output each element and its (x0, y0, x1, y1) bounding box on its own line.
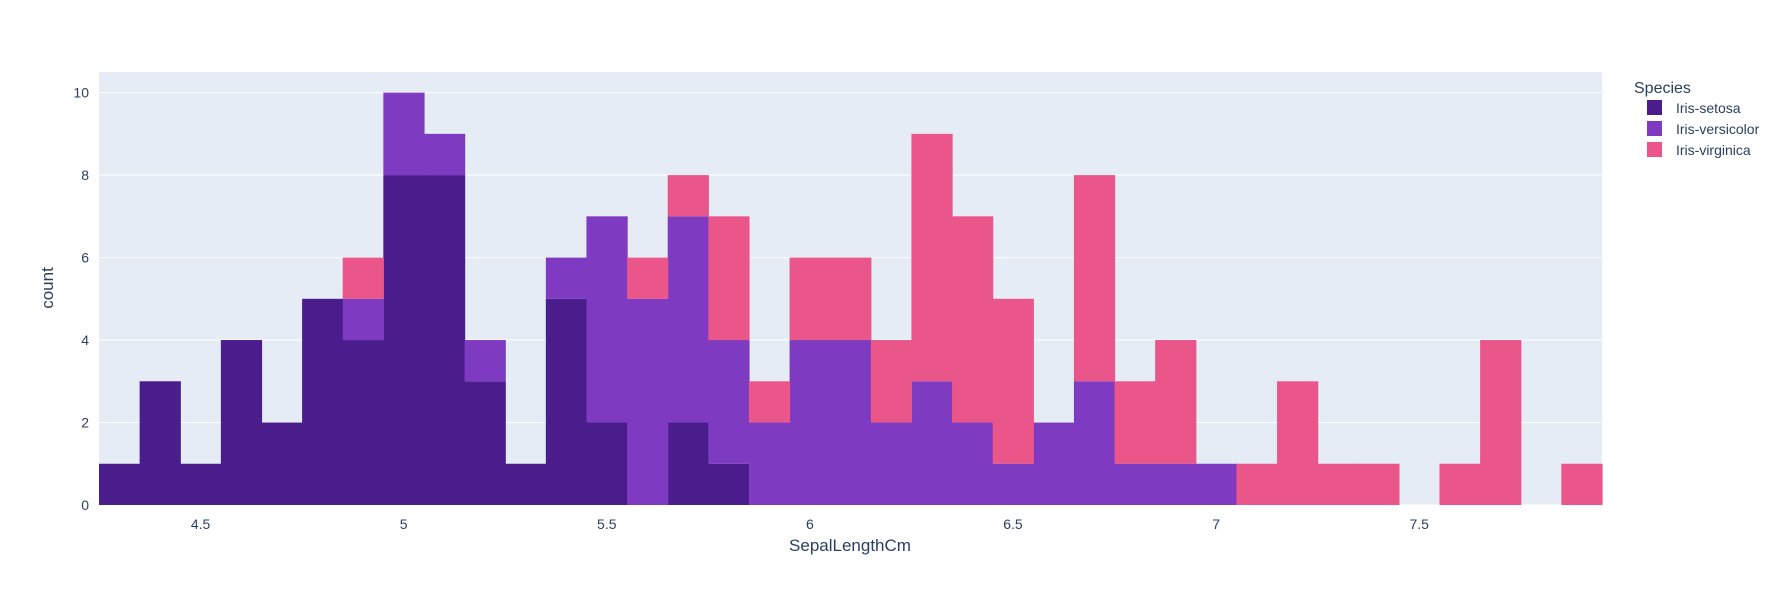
y-tick-label: 8 (81, 167, 89, 183)
bar[interactable] (1114, 463, 1156, 505)
bar[interactable] (383, 175, 425, 505)
bar[interactable] (1195, 463, 1238, 505)
bar[interactable] (992, 298, 1034, 464)
legend: Species Iris-setosa Iris-versicolor Iris-v… (1634, 80, 1760, 158)
bar[interactable] (180, 463, 222, 505)
x-tick-label: 7.5 (1409, 516, 1429, 532)
y-axis-ticks: 0 2 4 6 8 10 (73, 85, 89, 513)
bar[interactable] (870, 422, 913, 505)
bar[interactable] (1236, 463, 1278, 505)
bars-group (99, 92, 1603, 505)
legend-swatch[interactable] (1647, 121, 1662, 136)
bar[interactable] (1073, 381, 1116, 505)
bar[interactable] (870, 340, 913, 423)
bar[interactable] (342, 340, 384, 505)
bar[interactable] (1114, 381, 1156, 464)
x-tick-label: 5.5 (597, 516, 617, 532)
y-tick-label: 0 (81, 497, 89, 513)
x-tick-label: 7 (1212, 516, 1220, 532)
legend-swatch[interactable] (1647, 142, 1662, 157)
bar[interactable] (1155, 340, 1197, 464)
x-axis-title: SepalLengthCm (789, 536, 911, 555)
legend-item-label[interactable]: Iris-setosa (1676, 100, 1741, 116)
legend-item-label[interactable]: Iris-virginica (1676, 142, 1751, 158)
bar[interactable] (1439, 463, 1481, 505)
bar[interactable] (911, 381, 953, 505)
bar[interactable] (586, 216, 628, 423)
bar[interactable] (423, 175, 466, 505)
bar[interactable] (627, 298, 669, 505)
legend-item-label[interactable]: Iris-versicolor (1676, 121, 1760, 137)
bar[interactable] (748, 422, 791, 505)
bar[interactable] (586, 422, 628, 505)
bar[interactable] (302, 298, 344, 505)
x-tick-label: 4.5 (191, 516, 211, 532)
bar[interactable] (1480, 340, 1522, 505)
bar[interactable] (627, 257, 669, 299)
bar[interactable] (1561, 463, 1603, 505)
bar[interactable] (1317, 463, 1359, 505)
x-tick-label: 5 (400, 516, 408, 532)
bar[interactable] (667, 175, 709, 217)
bar[interactable] (992, 463, 1034, 505)
bar[interactable] (342, 257, 384, 299)
x-tick-label: 6 (806, 516, 814, 532)
bar[interactable] (830, 257, 872, 341)
bar[interactable] (789, 340, 831, 505)
y-axis-title: count (38, 267, 57, 309)
bar[interactable] (99, 463, 141, 505)
bar[interactable] (708, 340, 750, 464)
bar[interactable] (220, 340, 263, 505)
bar[interactable] (911, 133, 953, 382)
bar[interactable] (789, 257, 831, 341)
series-iris-versicolor (342, 92, 1238, 505)
bar[interactable] (423, 133, 466, 176)
bar[interactable] (667, 216, 709, 423)
series-iris-virginica (342, 133, 1603, 505)
bar[interactable] (830, 340, 872, 505)
bar[interactable] (667, 422, 709, 505)
bar[interactable] (342, 298, 384, 341)
y-tick-label: 4 (81, 332, 89, 348)
y-tick-label: 10 (73, 85, 89, 101)
bar[interactable] (1155, 463, 1197, 505)
bar[interactable] (545, 257, 588, 299)
legend-title: Species (1634, 80, 1691, 97)
series-iris-setosa (99, 175, 750, 505)
x-axis-ticks: 4.5 5 5.5 6 6.5 7 7.5 (191, 516, 1429, 532)
bar[interactable] (1358, 463, 1400, 505)
bar[interactable] (952, 216, 994, 423)
bar[interactable] (952, 422, 994, 505)
bar[interactable] (748, 381, 791, 423)
bar[interactable] (1033, 422, 1075, 505)
bar[interactable] (545, 298, 588, 505)
bar[interactable] (464, 340, 506, 382)
bar[interactable] (464, 381, 506, 505)
bar[interactable] (708, 463, 750, 505)
bar[interactable] (505, 463, 547, 505)
y-tick-label: 2 (81, 415, 89, 431)
bar[interactable] (261, 422, 303, 505)
bar[interactable] (139, 381, 181, 505)
y-tick-label: 6 (81, 250, 89, 266)
x-tick-label: 6.5 (1003, 516, 1023, 532)
bar[interactable] (1277, 381, 1319, 505)
legend-swatch[interactable] (1647, 100, 1662, 115)
bar[interactable] (383, 92, 425, 176)
bar[interactable] (1073, 175, 1116, 382)
bar[interactable] (708, 216, 750, 341)
